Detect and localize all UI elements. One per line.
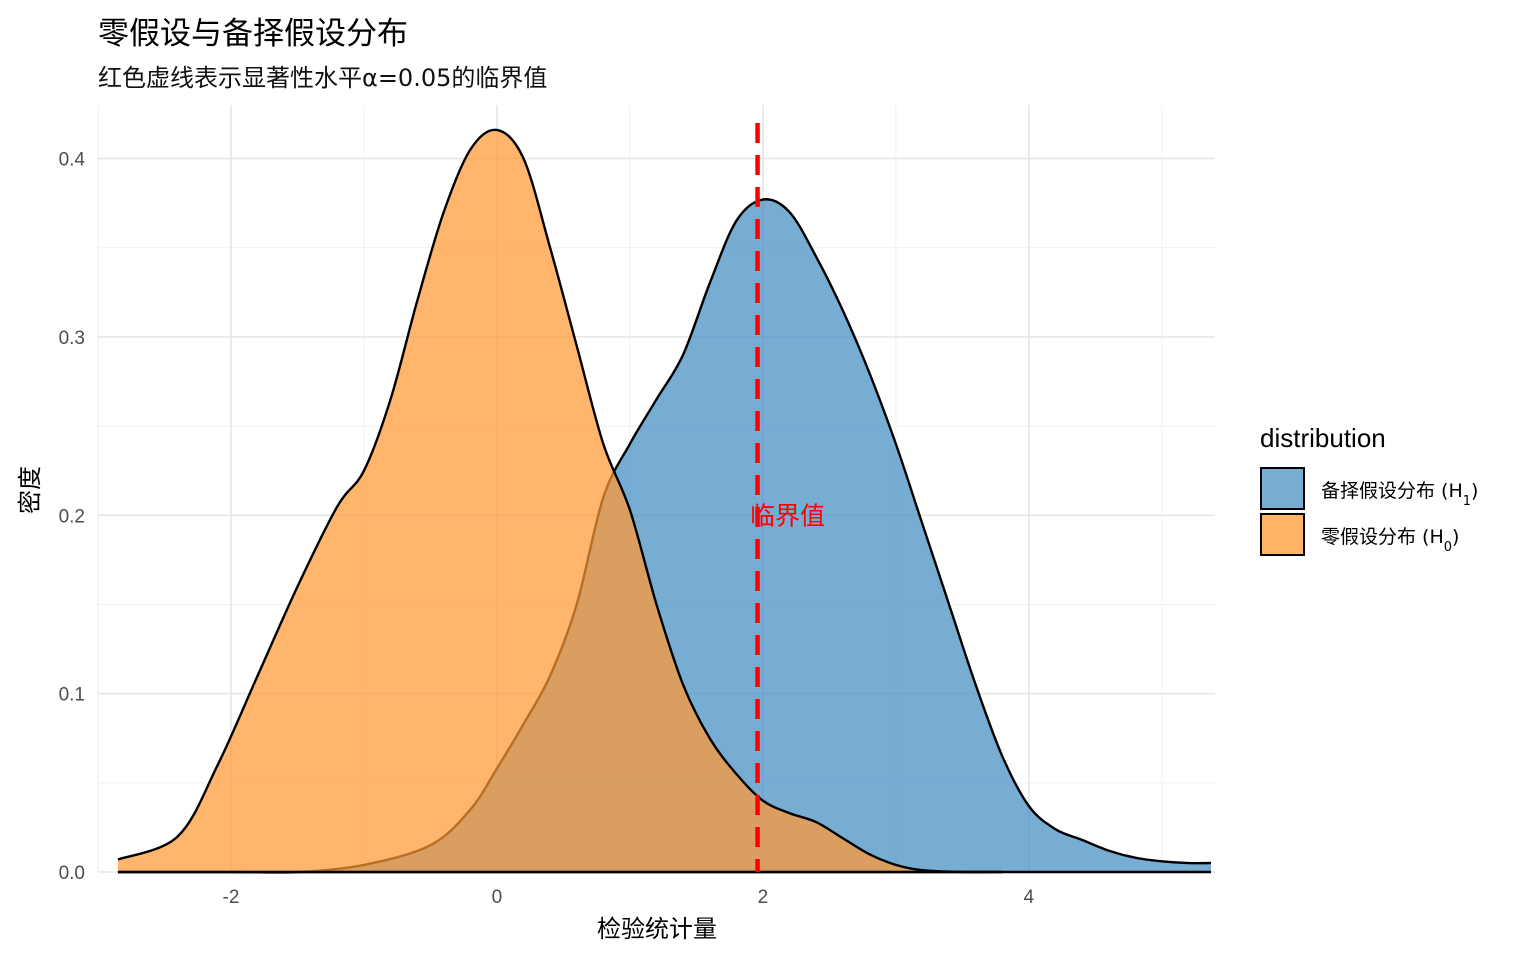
y-tick-label: 0.3 <box>59 328 85 349</box>
density-area-0 <box>117 199 1212 873</box>
y-tick-label: 0.2 <box>59 506 85 527</box>
y-tick-label: 0.0 <box>59 863 85 884</box>
legend-swatch <box>1260 513 1305 556</box>
chart-title: 零假设与备择假设分布 <box>98 16 408 52</box>
y-axis-title: 密度 <box>16 466 44 514</box>
critical-value-label: 临界值 <box>750 501 825 530</box>
density-area-1 <box>117 129 1003 873</box>
density-outline-1 <box>117 128 1003 874</box>
x-tick-label: 2 <box>758 887 769 908</box>
x-tick-label: 4 <box>1024 887 1035 908</box>
x-axis-title: 检验统计量 <box>597 915 717 943</box>
x-axis-ticks: -2 0 2 4 <box>223 887 1035 908</box>
density-areas <box>117 128 1212 874</box>
x-tick-label: -2 <box>223 887 240 908</box>
legend-label: 零假设分布 (H0) <box>1321 526 1459 555</box>
legend-label: 备择假设分布 (H1) <box>1321 480 1478 509</box>
legend-title: distribution <box>1260 423 1386 453</box>
y-tick-label: 0.1 <box>59 685 85 706</box>
legend-swatch <box>1260 467 1305 510</box>
legend: distribution 备择假设分布 (H1) 零假设分布 (H0) <box>1260 423 1478 556</box>
y-tick-label: 0.4 <box>59 150 86 171</box>
y-axis-ticks: 0.0 0.1 0.2 0.3 0.4 <box>59 150 86 884</box>
x-tick-label: 0 <box>492 887 503 908</box>
chart-subtitle: 红色虚线表示显著性水平α=0.05的临界值 <box>98 64 548 92</box>
